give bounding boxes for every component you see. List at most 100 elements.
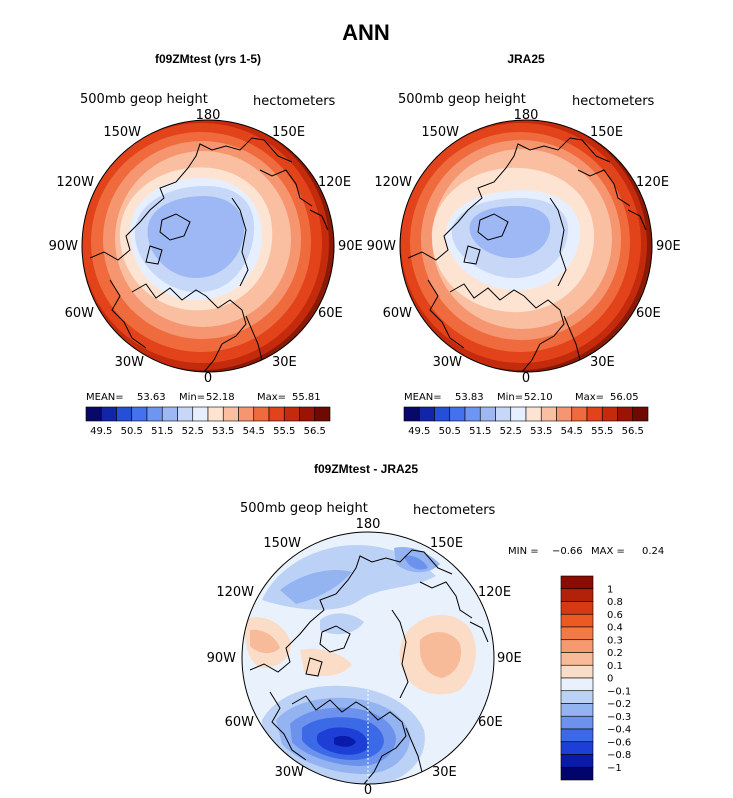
colorbar-swatch [560, 754, 594, 768]
lon-label: 150E [272, 125, 305, 140]
min-value: −0.66 [552, 546, 583, 557]
colorbar-swatch [207, 406, 224, 422]
lon-label: 60W [383, 306, 413, 321]
colorbar-tick-label: −0.4 [607, 725, 631, 736]
lon-label: 120W [216, 585, 254, 600]
colorbar-tick-label: 0.1 [607, 661, 623, 672]
figure-title: ANN [342, 20, 390, 45]
mean-label: MEAN= [86, 392, 124, 403]
lon-label: 90E [656, 239, 681, 254]
colorbar-swatch [222, 406, 239, 422]
colorbar-swatch [571, 406, 588, 422]
map-field [400, 120, 652, 372]
max-value: 55.81 [292, 392, 321, 403]
colorbar-tick-label: 1 [607, 584, 613, 595]
min-label: MIN = [508, 546, 539, 557]
colorbar-tick-label: 50.5 [121, 426, 143, 437]
units-label: hectometers [413, 503, 496, 518]
colorbar-tick-label: 54.5 [561, 426, 583, 437]
colorbar-tick-label: 49.5 [90, 426, 112, 437]
colorbar-swatch [434, 406, 451, 422]
colorbar-tick-label: 0.8 [607, 597, 623, 608]
colorbar: 49.5 50.5 51.5 52.5 53.5 54.5 55.5 56.5 [403, 406, 649, 437]
colorbar-swatch [192, 406, 209, 422]
variable-label: 500mb geop height [80, 92, 208, 107]
lon-label: 120E [478, 585, 511, 600]
lon-label: 30E [272, 355, 297, 370]
map-border [241, 531, 495, 785]
min-label: Min= [179, 392, 205, 403]
colorbar-tick-label: 50.5 [439, 426, 461, 437]
longitude-labels: 180 0 150W 150E 120W 120E 90W 90E 60W 60… [207, 517, 522, 798]
colorbar-swatch [177, 406, 194, 422]
colorbar-tick-label: −1 [607, 763, 622, 774]
colorbar-swatch [283, 406, 300, 422]
colorbar-swatch [560, 703, 594, 717]
colorbar-swatch [268, 406, 285, 422]
lon-label: 30W [115, 355, 145, 370]
lon-label: 90W [367, 239, 397, 254]
lon-label: 90E [497, 651, 522, 666]
mean-label: MEAN= [404, 392, 442, 403]
colorbar-swatch [560, 575, 594, 590]
colorbar: 1 0.8 0.6 0.40.3 0.2 0.1 0−0.1 −0.2 −0.3 −0.4−0.6… [560, 575, 631, 781]
colorbar-tick-label: 53.5 [530, 426, 552, 437]
colorbar-swatch [85, 406, 102, 422]
colorbar-swatch [560, 741, 594, 755]
panel-difference: f09ZMtest - JRA25 500mb geop height hect… [207, 462, 665, 798]
colorbar-swatch [238, 406, 255, 422]
max-label: MAX = [591, 546, 625, 557]
lon-label: 120W [374, 175, 412, 190]
colorbar-swatch [479, 406, 496, 422]
longitude-labels: 180 0 150W 150E 120W 120E 90W 90E 60W 60… [367, 108, 681, 386]
colorbar-swatch [540, 406, 557, 422]
colorbar-swatch [560, 677, 594, 692]
colorbar-tick-label: 52.5 [182, 426, 204, 437]
colorbar-swatch [560, 690, 594, 704]
colorbar-swatch [131, 406, 148, 422]
max-label: Max= [575, 392, 604, 403]
lon-label: 180 [356, 517, 381, 532]
panel-reanalysis: JRA25 500mb geop height hectometers [367, 52, 681, 437]
map-border [81, 119, 335, 373]
coastlines [249, 549, 489, 784]
lon-label: 0 [364, 783, 372, 798]
lon-label: 150E [430, 536, 463, 551]
panel-model: f09ZMtest (yrs 1-5) 500mb geop height he… [49, 52, 363, 437]
panel-title: f09ZMtest - JRA25 [314, 462, 418, 476]
colorbar-swatch [560, 664, 594, 679]
min-value: 52.18 [206, 392, 235, 403]
units-label: hectometers [572, 94, 655, 109]
colorbar-swatch [586, 406, 603, 422]
colorbar-swatch [556, 406, 573, 422]
max-value: 56.05 [610, 392, 639, 403]
mean-value: 53.63 [137, 392, 166, 403]
colorbar-tick-label: 56.5 [304, 426, 326, 437]
colorbar-swatch [560, 601, 594, 615]
lon-label: 150W [263, 536, 301, 551]
stats-line: MEAN= 53.83 Min= 52.10 Max= 56.05 [404, 392, 639, 403]
stats-line: MIN = −0.66 MAX = 0.24 [508, 546, 664, 557]
colorbar-tick-label: −0.8 [607, 750, 631, 761]
lon-label: 90W [49, 239, 79, 254]
colorbar-tick-label: 49.5 [408, 426, 430, 437]
colorbar-tick-label: 54.5 [243, 426, 265, 437]
variable-label: 500mb geop height [398, 92, 526, 107]
colorbar-swatch [560, 588, 594, 602]
colorbar-tick-label: −0.1 [607, 686, 631, 697]
lon-label: 30W [433, 355, 463, 370]
units-label: hectometers [253, 94, 336, 109]
colorbar-swatch [314, 406, 331, 422]
lon-label: 150W [103, 125, 141, 140]
colorbar-tick-label: −0.3 [607, 712, 631, 723]
colorbar-tick-label: 52.5 [500, 426, 522, 437]
colorbar-swatch [100, 406, 117, 422]
colorbar-swatch [418, 406, 435, 422]
lon-label: 180 [196, 108, 221, 123]
colorbar-swatch [253, 406, 270, 422]
colorbar-swatch [116, 406, 133, 422]
lon-label: 180 [514, 108, 539, 123]
lon-label: 150E [590, 125, 623, 140]
lon-label: 30W [275, 765, 305, 780]
